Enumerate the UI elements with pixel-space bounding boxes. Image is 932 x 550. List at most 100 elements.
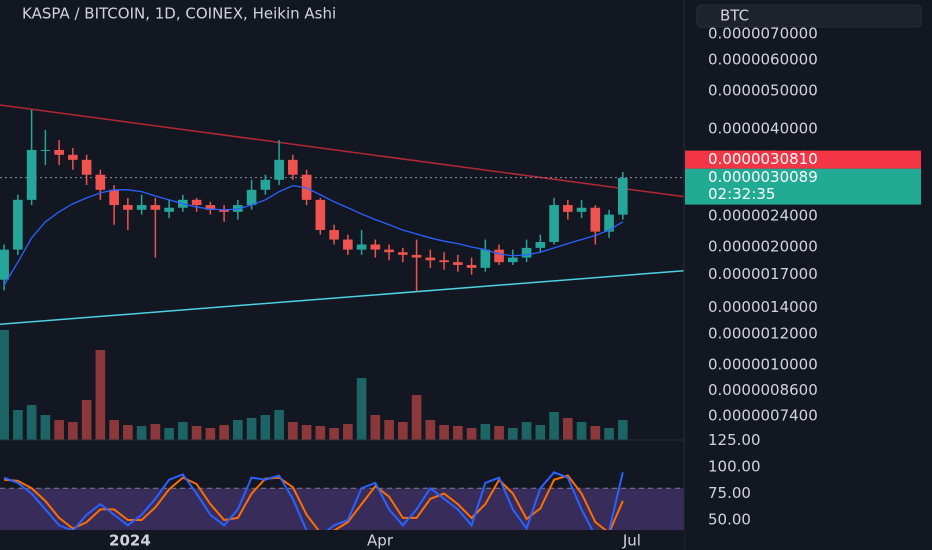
candle-body bbox=[150, 205, 161, 210]
y-tick-label: 0.0000008600 bbox=[708, 381, 818, 399]
volume-bar bbox=[590, 426, 601, 440]
candle-body bbox=[384, 249, 394, 253]
candle-body bbox=[301, 174, 312, 200]
volume-bar bbox=[439, 425, 449, 440]
price-axis: 125.00 100.00 75.00 50.00 0.0000070000 0.0000… bbox=[685, 25, 921, 529]
volume-bar bbox=[384, 420, 394, 440]
volume-bar bbox=[233, 420, 243, 440]
x-tick-label: Apr bbox=[367, 532, 394, 550]
candle-body bbox=[13, 199, 23, 250]
x-tick-label: Jul bbox=[622, 532, 641, 550]
candle-body bbox=[0, 249, 9, 280]
volume-bar bbox=[618, 420, 628, 440]
candle-body bbox=[343, 239, 353, 250]
volume-bar bbox=[301, 425, 312, 440]
candle-body bbox=[576, 207, 587, 212]
candle-body bbox=[590, 207, 601, 232]
volume-bar bbox=[535, 425, 546, 440]
volume-bar bbox=[576, 422, 587, 440]
volume-bar bbox=[329, 428, 339, 440]
candle-body bbox=[205, 205, 216, 210]
y-tick-label: 0.0000017000 bbox=[708, 265, 818, 283]
candle-body bbox=[549, 205, 559, 243]
volume-bar bbox=[150, 424, 161, 440]
candle-body bbox=[329, 230, 339, 240]
x-tick-label: 2024 bbox=[109, 532, 151, 550]
candle-body bbox=[40, 149, 51, 151]
candle-body bbox=[315, 199, 326, 231]
candle-body bbox=[411, 254, 422, 258]
y-tick-label: 0.0000070000 bbox=[708, 25, 818, 43]
volume-bar bbox=[26, 405, 37, 440]
volume-bar bbox=[453, 426, 463, 440]
candle-body bbox=[604, 214, 614, 232]
candle-body bbox=[260, 179, 271, 190]
volume-bar bbox=[164, 428, 174, 440]
currency-box[interactable] bbox=[696, 4, 922, 28]
candle-body bbox=[356, 244, 367, 250]
volume-bar bbox=[343, 424, 353, 440]
stoch-tick-label: 125.00 bbox=[708, 431, 761, 449]
price-tag-label: 0.0000030089 bbox=[708, 168, 818, 186]
volume-bar bbox=[563, 418, 573, 440]
volume-bar bbox=[274, 410, 284, 440]
volume-bar bbox=[604, 428, 614, 440]
volume-bar bbox=[425, 420, 436, 440]
candle-body bbox=[164, 207, 174, 212]
currency: BTC bbox=[720, 7, 749, 25]
volume-bar bbox=[178, 422, 188, 440]
y-tick-label: 0.0000020000 bbox=[708, 238, 818, 256]
price-tag bbox=[685, 168, 921, 205]
candle-body bbox=[508, 257, 518, 263]
volume-bar bbox=[109, 420, 119, 440]
volume-bar bbox=[0, 330, 9, 440]
candle-body bbox=[370, 244, 381, 250]
y-tick-label: 0.0000050000 bbox=[708, 82, 818, 100]
volume-bar bbox=[246, 418, 257, 440]
candle-body bbox=[95, 174, 106, 190]
candle-body bbox=[68, 154, 78, 160]
candle-body bbox=[288, 159, 298, 175]
volume-bar bbox=[288, 422, 298, 440]
stoch-tick-label: 75.00 bbox=[708, 484, 751, 502]
volume-bar bbox=[54, 420, 64, 440]
volume-bar bbox=[260, 415, 271, 440]
volume-bar bbox=[191, 426, 202, 440]
volume-bar bbox=[205, 428, 216, 440]
main-pane bbox=[0, 104, 684, 440]
volume-bar bbox=[508, 428, 518, 440]
candle-body bbox=[425, 257, 436, 261]
stoch-pane bbox=[0, 471, 684, 530]
volume-bar bbox=[136, 426, 147, 440]
candle-body bbox=[398, 252, 408, 255]
volume-bar bbox=[356, 378, 367, 440]
stoch-line bbox=[3, 471, 624, 530]
y-tick-label: 0.0000014000 bbox=[708, 298, 818, 316]
candle-body bbox=[466, 264, 477, 268]
volume-bar bbox=[411, 395, 422, 440]
candle-body bbox=[81, 159, 92, 175]
candle-body bbox=[109, 189, 119, 206]
candle-body bbox=[618, 178, 628, 215]
candle-body bbox=[26, 149, 37, 200]
candle-body bbox=[191, 199, 202, 206]
y-tick-label: 0.0000010000 bbox=[708, 355, 818, 373]
moving-average bbox=[3, 184, 624, 286]
candle-body bbox=[136, 205, 147, 210]
volume-bar bbox=[219, 425, 229, 440]
y-tick-label: 0.0000012000 bbox=[708, 324, 818, 342]
candle-body bbox=[563, 205, 573, 212]
candle-body bbox=[54, 149, 64, 155]
volume-bar bbox=[315, 426, 326, 440]
volume-bar bbox=[398, 422, 408, 440]
volume-bar bbox=[81, 400, 92, 440]
candle-body bbox=[219, 209, 229, 212]
price-tag bbox=[685, 150, 921, 169]
volume-bar bbox=[13, 410, 23, 440]
volume-bar bbox=[370, 415, 381, 440]
y-tick-label: 0.0000024000 bbox=[708, 207, 818, 225]
volume-bar bbox=[549, 412, 559, 440]
stoch-tick-label: 100.00 bbox=[708, 458, 761, 476]
trend-line bbox=[0, 269, 684, 326]
